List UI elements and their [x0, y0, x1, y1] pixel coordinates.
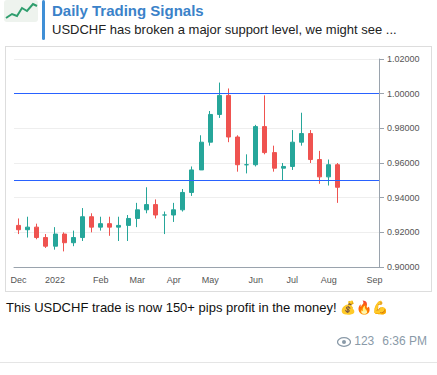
svg-text:Sep: Sep: [366, 275, 382, 285]
svg-text:Dec: Dec: [11, 275, 28, 285]
svg-text:Mar: Mar: [129, 275, 145, 285]
html-text:123: 123: [354, 334, 375, 348]
svg-text:0.98000: 0.98000: [387, 123, 420, 133]
svg-text:0.94000: 0.94000: [387, 193, 420, 203]
svg-text:0.90000: 0.90000: [387, 262, 420, 272]
svg-text:Aug: Aug: [321, 275, 337, 285]
html-text:Daily Trading Signals: Daily Trading Signals: [52, 2, 204, 19]
svg-text:2022: 2022: [45, 275, 65, 285]
svg-text:0.92000: 0.92000: [387, 227, 420, 237]
svg-text:Jun: Jun: [249, 275, 264, 285]
svg-text:Feb: Feb: [93, 275, 109, 285]
html-text:6:36 PM: 6:36 PM: [382, 334, 427, 348]
svg-text:0.96000: 0.96000: [387, 158, 420, 168]
html-text:USDCHF has broken a major supp: USDCHF has broken a major support level,…: [52, 22, 397, 37]
svg-text:Jul: Jul: [287, 275, 299, 285]
svg-text:Apr: Apr: [167, 275, 181, 285]
svg-text:1.02000: 1.02000: [387, 54, 420, 64]
html-text:This USDCHF trade is now 150+: This USDCHF trade is now 150+ pips profi…: [6, 300, 389, 315]
svg-text:May: May: [202, 275, 220, 285]
svg-text:1.00000: 1.00000: [387, 89, 420, 99]
